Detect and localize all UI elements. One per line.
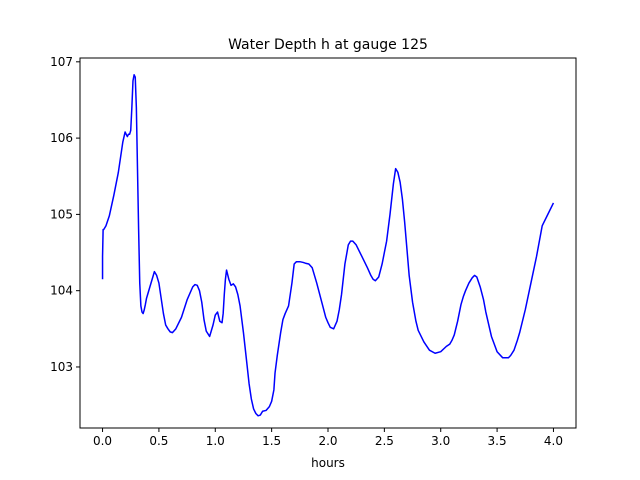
x-tick-label: 1.0 xyxy=(206,434,225,448)
x-tick-label: 3.0 xyxy=(431,434,450,448)
y-tick-label: 103 xyxy=(50,360,73,374)
plot-area xyxy=(79,57,577,429)
y-tick-label: 107 xyxy=(50,55,73,69)
x-tick-label: 0.5 xyxy=(149,434,168,448)
plot-frame xyxy=(79,57,577,429)
x-axis-label: hours xyxy=(311,456,345,470)
x-tick-label: 3.5 xyxy=(488,434,507,448)
x-tick-label: 1.5 xyxy=(262,434,281,448)
y-axis: 103 104 105 106 107 xyxy=(50,55,80,374)
x-tick-label: 2.0 xyxy=(318,434,337,448)
x-axis: 0.0 0.5 1.0 1.5 2.0 2.5 3.0 3.5 4.0 xyxy=(93,428,563,448)
chart-title: Water Depth h at gauge 125 xyxy=(228,37,428,53)
y-tick-label: 104 xyxy=(50,284,73,298)
y-tick-label: 106 xyxy=(50,131,73,145)
x-tick-label: 4.0 xyxy=(544,434,563,448)
x-tick-label: 2.5 xyxy=(375,434,394,448)
series-line xyxy=(101,74,555,417)
x-tick-label: 0.0 xyxy=(93,434,112,448)
y-tick-label: 105 xyxy=(50,207,73,221)
